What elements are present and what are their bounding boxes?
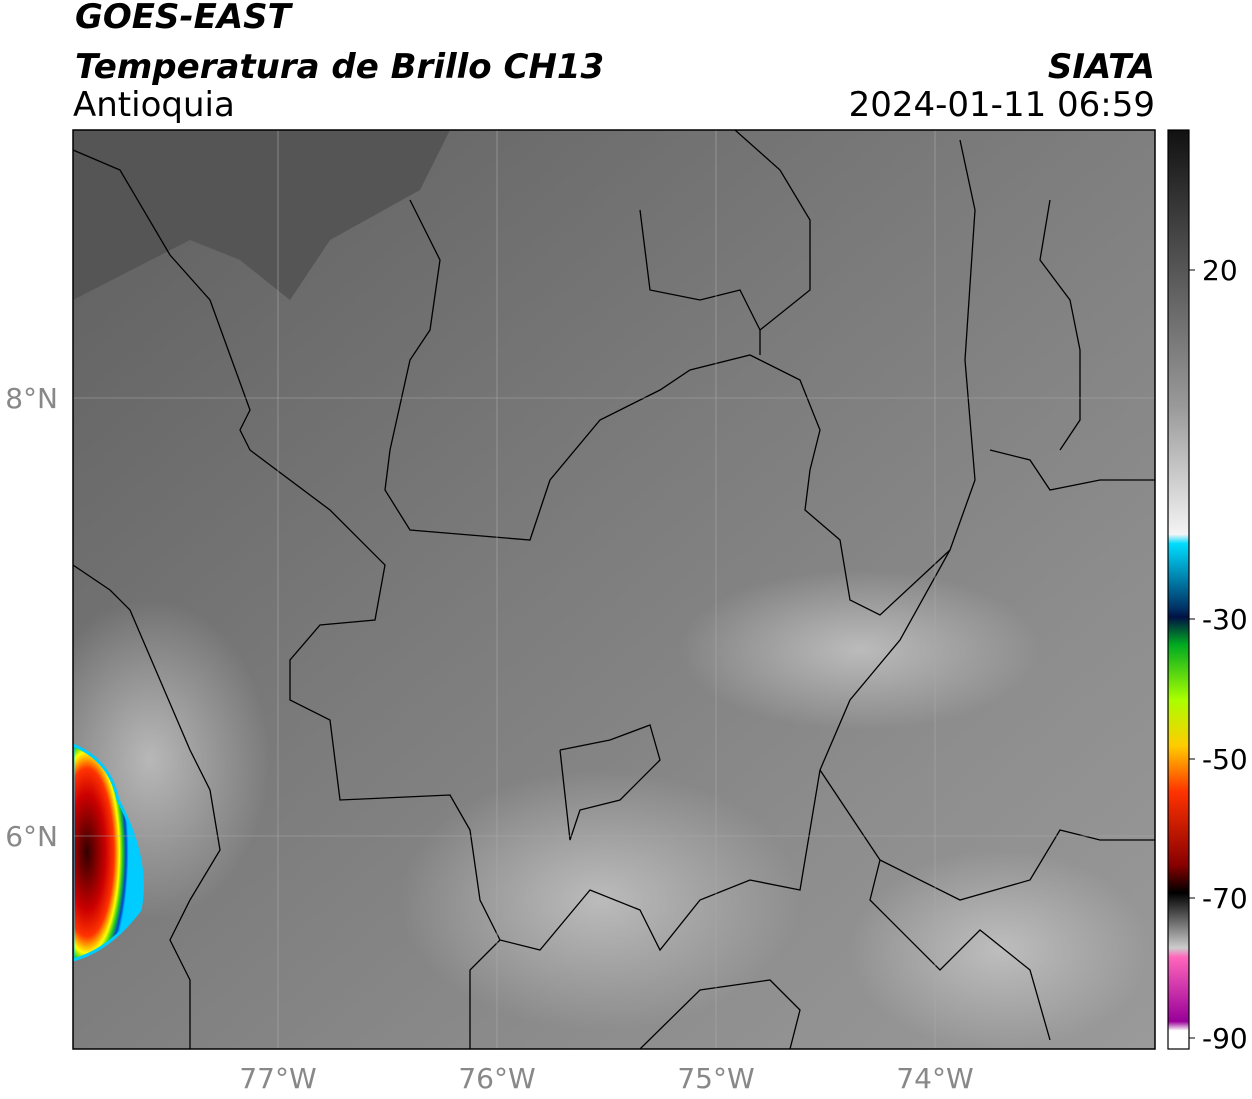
colorbar-label: -50: [1202, 743, 1248, 776]
lat-tick: 8°N: [5, 382, 58, 415]
region: Antioquia: [73, 85, 235, 125]
colorbar-label: -90: [1202, 1022, 1248, 1055]
colorbar: [1167, 129, 1190, 1050]
title: GOES-EAST: [75, 0, 294, 37]
lat-tick: 6°N: [5, 820, 58, 853]
subtitle: Temperatura de Brillo CH13: [75, 47, 604, 87]
map-frame: [72, 129, 1156, 1050]
map-image: [73, 130, 1155, 1049]
lon-tick: 74°W: [896, 1062, 973, 1095]
colorbar-label: -70: [1202, 882, 1248, 915]
colorbar-label: 20: [1202, 254, 1238, 287]
lon-tick: 77°W: [239, 1062, 316, 1095]
colorbar-ticks: [1189, 269, 1195, 1039]
datetime: 2024-01-11 06:59: [849, 85, 1155, 125]
colorbar-label: -30: [1202, 603, 1248, 636]
lon-tick: 76°W: [458, 1062, 535, 1095]
lon-tick: 75°W: [677, 1062, 754, 1095]
source: SIATA: [1048, 47, 1155, 87]
